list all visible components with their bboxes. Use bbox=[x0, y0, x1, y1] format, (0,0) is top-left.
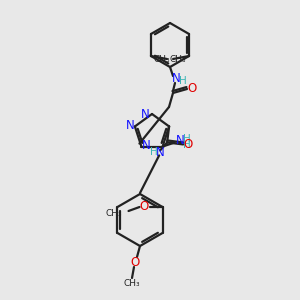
Text: N: N bbox=[172, 73, 180, 85]
Text: N: N bbox=[142, 139, 151, 152]
Text: H: H bbox=[150, 147, 158, 158]
Text: H: H bbox=[183, 134, 190, 144]
Text: N: N bbox=[176, 134, 185, 147]
Text: O: O bbox=[188, 82, 196, 95]
Text: CH₃: CH₃ bbox=[153, 55, 170, 64]
Text: N: N bbox=[156, 146, 164, 159]
Text: H: H bbox=[183, 140, 190, 150]
Text: CH₃: CH₃ bbox=[124, 280, 140, 289]
Text: O: O bbox=[139, 200, 148, 214]
Text: N: N bbox=[125, 119, 134, 132]
Text: N: N bbox=[141, 107, 149, 121]
Text: CH₃: CH₃ bbox=[170, 55, 187, 64]
Text: O: O bbox=[130, 256, 140, 268]
Text: H: H bbox=[179, 76, 187, 86]
Text: CH₃: CH₃ bbox=[106, 208, 122, 217]
Text: O: O bbox=[184, 138, 193, 151]
